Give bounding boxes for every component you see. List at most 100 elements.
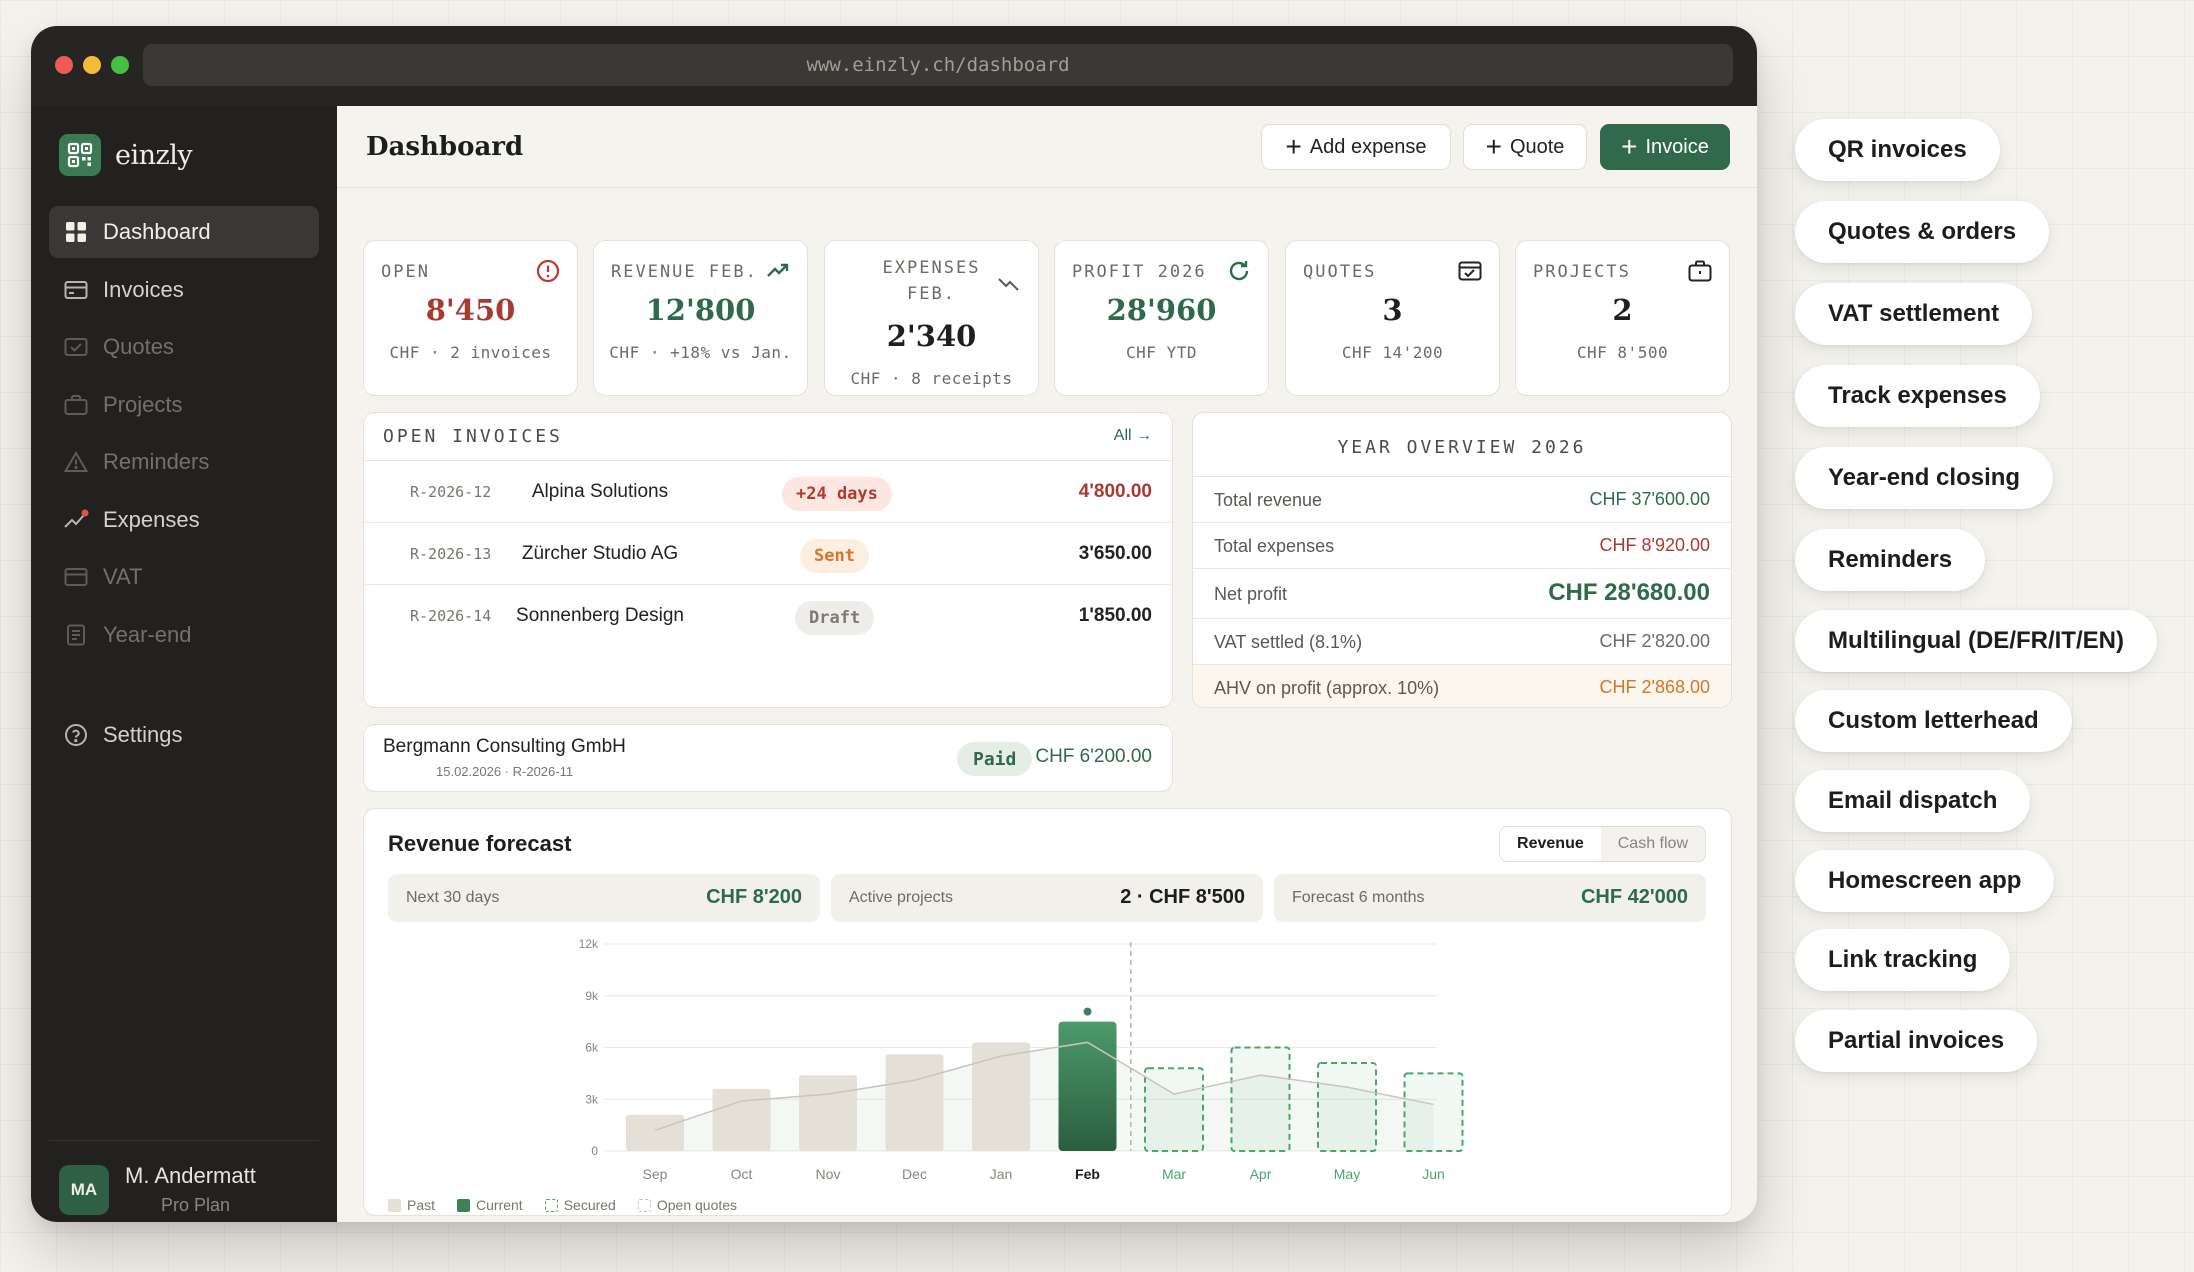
toggle-revenue[interactable]: Revenue: [1500, 827, 1601, 861]
stat-sub: CHF 8'500: [1576, 343, 1669, 362]
sidebar-item-expenses[interactable]: Expenses: [49, 494, 319, 546]
feature-chip[interactable]: Email dispatch: [1795, 770, 2031, 832]
row-label: Total expenses: [1214, 536, 1335, 556]
y-tick-label: 6k: [585, 1041, 599, 1055]
chart-legend: Past Current Secured Open quotes: [388, 1197, 759, 1213]
sidebar-item-year-end[interactable]: Year-end: [49, 609, 319, 661]
sidebar-item-label: Expenses: [103, 506, 200, 532]
stat-card-revenue[interactable]: REVENUE FEB. 12'800 CHF · +18% vs Jan.: [593, 240, 808, 396]
x-tick-label: Jan: [990, 1166, 1013, 1182]
sidebar-item-invoices[interactable]: Invoices: [49, 264, 319, 316]
feature-chip[interactable]: VAT settlement: [1795, 283, 2033, 345]
invoice-client: Zürcher Studio AG: [521, 543, 679, 564]
sidebar-item-label: Settings: [103, 722, 183, 747]
feature-chip[interactable]: Partial invoices: [1795, 1010, 2038, 1072]
app-logo[interactable]: einzly: [59, 134, 193, 176]
stat-value: 12'800: [645, 293, 756, 327]
feature-chip[interactable]: Reminders: [1795, 529, 1986, 591]
sidebar-item-projects[interactable]: Projects: [49, 379, 319, 431]
stat-card-profit[interactable]: PROFIT 2026 28'960 CHF YTD: [1054, 240, 1269, 396]
bar-oct: [712, 1088, 771, 1151]
feature-chip[interactable]: Multilingual (DE/FR/IT/EN): [1795, 610, 2157, 672]
draft-badge: Draft: [795, 601, 875, 635]
paid-invoice-card[interactable]: Bergmann Consulting GmbH 15.02.2026 · R-…: [363, 724, 1173, 792]
stat-label: QUOTES: [1303, 262, 1377, 282]
toggle-cash-flow[interactable]: Cash flow: [1617, 835, 1688, 852]
x-tick-label: Mar: [1162, 1166, 1186, 1182]
close-window-button[interactable]: [55, 56, 73, 74]
x-tick-label: Sep: [643, 1166, 668, 1182]
y-tick-label: 0: [591, 1144, 598, 1158]
stat-label: PROFIT 2026: [1072, 262, 1207, 282]
kpi-value: CHF 8'200: [706, 886, 802, 908]
sidebar-item-label: Dashboard: [103, 219, 211, 244]
feature-chip[interactable]: Link tracking: [1795, 929, 2011, 991]
sidebar-nav: Dashboard Invoices Quotes Projects: [49, 206, 319, 666]
add-expense-label: Add expense: [1309, 135, 1427, 158]
user-name: M. Andermatt: [125, 1163, 256, 1188]
stat-card-quotes[interactable]: QUOTES 3 CHF 14'200: [1285, 240, 1500, 396]
new-quote-button[interactable]: + Quote: [1463, 124, 1587, 170]
row-label: Net profit: [1214, 584, 1288, 604]
sidebar-item-settings[interactable]: Settings: [49, 709, 319, 761]
invoice-number: R-2026-12: [410, 483, 492, 501]
stat-card-projects[interactable]: PROJECTS 2 CHF 8'500: [1515, 240, 1730, 396]
bar-feb: [1058, 1021, 1117, 1151]
card-icon: [63, 564, 89, 590]
sent-badge: Sent: [800, 539, 869, 573]
stat-card-expenses[interactable]: EXPENSES FEB. 2'340 CHF · 8 receipts: [824, 240, 1039, 396]
sidebar-item-dashboard[interactable]: Dashboard: [49, 206, 319, 258]
minimize-window-button[interactable]: [83, 56, 101, 74]
url-bar[interactable]: www.einzly.ch/dashboard: [143, 44, 1733, 86]
legend-secured: Secured: [544, 1197, 616, 1213]
qr-logo-icon: [59, 134, 101, 176]
legend-past: Past: [388, 1197, 435, 1213]
user-plan: Pro Plan: [161, 1195, 231, 1215]
plus-icon: +: [1285, 131, 1302, 162]
invoice-client: Sonnenberg Design: [516, 605, 684, 626]
row-label: VAT settled (8.1%): [1214, 632, 1363, 652]
feature-chip[interactable]: Track expenses: [1795, 365, 2040, 427]
bar-dec: [885, 1054, 944, 1151]
sidebar-item-label: Quotes: [103, 334, 174, 359]
maximize-window-button[interactable]: [111, 56, 129, 74]
sidebar-item-vat[interactable]: VAT: [49, 551, 319, 603]
feature-chip[interactable]: Custom letterhead: [1795, 690, 2072, 752]
all-invoices-link[interactable]: All →: [1113, 427, 1152, 444]
row-value: CHF 2'820.00: [1599, 631, 1711, 651]
year-overview-row: Net profit CHF 28'680.00: [1193, 569, 1731, 619]
forecast-toggle: Revenue Cash flow: [1499, 826, 1706, 862]
revenue-forecast-panel: Revenue forecast Revenue Cash flow Next …: [363, 808, 1732, 1216]
stat-sub: CHF 14'200: [1341, 343, 1444, 362]
invoice-icon: [63, 277, 89, 303]
add-expense-button[interactable]: + Add expense: [1261, 124, 1451, 170]
open-invoices-title: OPEN INVOICES: [383, 426, 563, 447]
x-tick-label: Nov: [816, 1166, 841, 1182]
sidebar-item-label: Projects: [103, 391, 183, 417]
sidebar-item-reminders[interactable]: Reminders: [49, 436, 319, 488]
bar-apr: [1230, 1046, 1291, 1152]
feature-chip[interactable]: Quotes & orders: [1795, 201, 2050, 263]
new-invoice-button[interactable]: + Invoice: [1600, 124, 1730, 170]
kpi-label: Forecast 6 months: [1292, 889, 1425, 906]
sidebar-item-label: Year-end: [103, 621, 192, 647]
browser-window: www.einzly.ch/dashboard einzly: [31, 26, 1757, 1222]
invoice-row[interactable]: R-2026-13 Zürcher Studio AG Sent 3'650.0…: [364, 523, 1172, 585]
invoice-client: Alpina Solutions: [531, 481, 669, 502]
sidebar-item-quotes[interactable]: Quotes: [49, 321, 319, 373]
user-profile[interactable]: MA M. Andermatt Pro Plan: [49, 1140, 319, 1216]
feature-chip[interactable]: Homescreen app: [1795, 850, 2055, 912]
invoice-row[interactable]: R-2026-12 Alpina Solutions +24 days 4'80…: [364, 461, 1172, 523]
kpi-active-projects: Active projects 2 · CHF 8'500: [831, 874, 1263, 922]
invoice-label: Invoice: [1645, 135, 1709, 158]
feature-chip[interactable]: QR invoices: [1795, 119, 2000, 181]
browser-titlebar: www.einzly.ch/dashboard: [31, 26, 1757, 106]
feature-chip[interactable]: Year-end closing: [1795, 447, 2054, 509]
year-overview-row: VAT settled (8.1%) CHF 2'820.00: [1193, 619, 1731, 665]
trend-line: [654, 1041, 1434, 1132]
invoice-row[interactable]: R-2026-14 Sonnenberg Design Draft 1'850.…: [364, 585, 1172, 647]
bar-may: [1317, 1062, 1377, 1152]
stat-card-open[interactable]: OPEN 8'450 CHF · 2 invoices: [363, 240, 578, 396]
invoice-number: R-2026-13: [410, 545, 492, 563]
page-title: Dashboard: [366, 132, 524, 162]
